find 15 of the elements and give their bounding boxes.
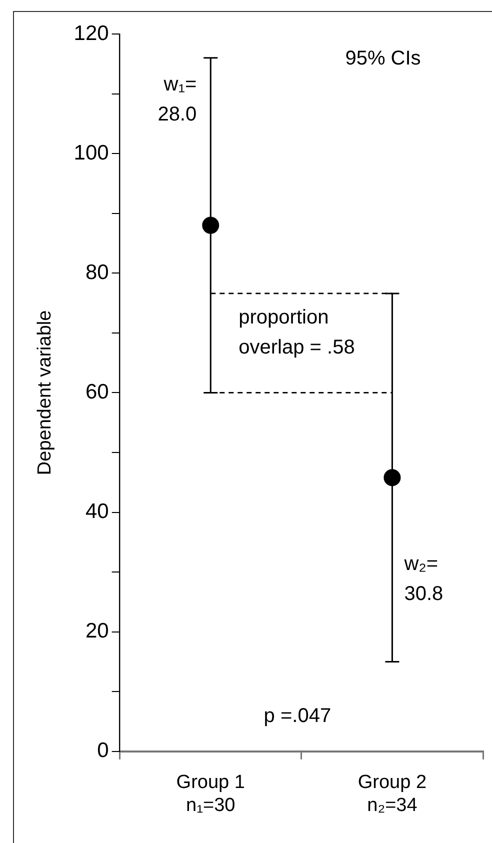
y-tick-label: 120 [74, 22, 109, 45]
y-tick-label: 0 [97, 739, 109, 762]
x-tick-label: Group 1 n₁=30 [176, 772, 245, 816]
annotation: w₂= 30.8 [403, 553, 444, 606]
annotation: 95% CIs [345, 48, 421, 70]
y-tick-label: 20 [85, 620, 109, 643]
annotation: w₁= 28.0 [158, 73, 197, 126]
y-axis-title: Dependent variable [34, 310, 56, 476]
y-tick-label: 60 [85, 380, 109, 404]
x-tick-label: Group 2 n₂=34 [358, 772, 427, 816]
annotation: p =.047 [264, 704, 332, 727]
y-tick-label: 40 [85, 500, 109, 524]
y-tick-label: 80 [85, 260, 109, 284]
y-tick-label: 100 [74, 141, 109, 164]
annotation: proportion overlap = .58 [238, 306, 355, 358]
